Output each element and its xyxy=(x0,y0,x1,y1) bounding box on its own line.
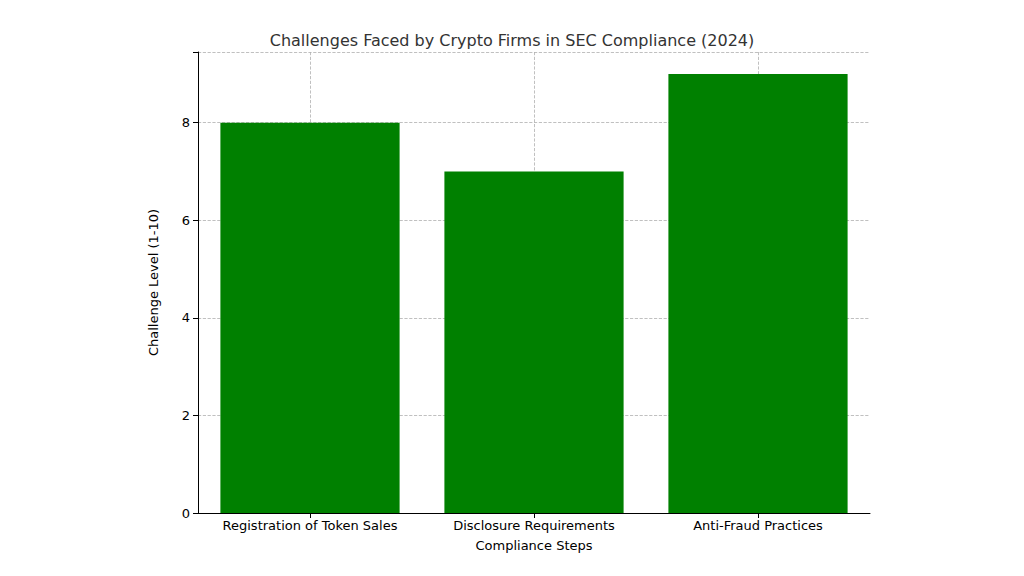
svg-text:8: 8 xyxy=(182,115,190,130)
svg-text:Disclosure Requirements: Disclosure Requirements xyxy=(453,518,615,533)
svg-text:Challenges Faced by Crypto Fir: Challenges Faced by Crypto Firms in SEC … xyxy=(270,31,755,50)
svg-text:Challenge Level (1-10): Challenge Level (1-10) xyxy=(146,209,161,356)
svg-text:4: 4 xyxy=(182,310,190,325)
svg-text:0: 0 xyxy=(182,506,190,521)
svg-text:6: 6 xyxy=(182,213,190,228)
svg-text:Registration of Token Sales: Registration of Token Sales xyxy=(223,518,398,533)
svg-text:2: 2 xyxy=(182,408,190,423)
svg-text:Compliance Steps: Compliance Steps xyxy=(475,538,592,553)
svg-text:Anti-Fraud Practices: Anti-Fraud Practices xyxy=(693,518,823,533)
